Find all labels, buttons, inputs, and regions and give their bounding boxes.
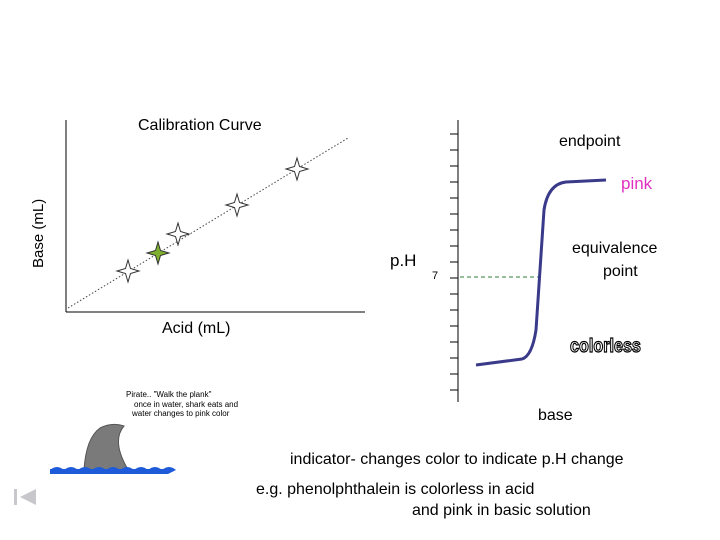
- shark-fin: [83, 423, 131, 473]
- calibration-point: [115, 258, 141, 284]
- example-note-line2: and pink in basic solution: [412, 502, 591, 519]
- pirate-caption-line3: water changes to pink color: [132, 409, 230, 418]
- calibration-y-label: Base (mL): [30, 198, 47, 268]
- calibration-x-label: Acid (mL): [162, 320, 231, 337]
- endpoint-label: endpoint: [559, 133, 621, 150]
- titration-ticks: [450, 133, 458, 391]
- ph-axis-label: p.H: [390, 251, 417, 270]
- equivalence-label-line2: point: [603, 263, 638, 280]
- pirate-caption-line1: Pirate.. "Walk the plank": [126, 390, 212, 399]
- calibration-point: [165, 221, 191, 247]
- calibration-point: [224, 192, 250, 218]
- titration-curve: [475, 178, 607, 367]
- pink-label: pink: [621, 174, 653, 193]
- calibration-point-highlight: [145, 240, 171, 266]
- first-slide-icon: [14, 489, 36, 505]
- ph-seven-tick-label: 7: [432, 270, 439, 282]
- example-note-line1: e.g. phenolphthalein is colorless in aci…: [256, 481, 535, 498]
- calibration-point: [284, 156, 310, 182]
- first-slide-button[interactable]: [12, 486, 38, 508]
- calibration-line: [67, 137, 349, 309]
- colorless-label: colorless: [569, 335, 641, 357]
- base-label: base: [538, 407, 573, 424]
- equivalence-label-line1: equivalence: [572, 240, 658, 257]
- indicator-note: indicator- changes color to indicate p.H…: [290, 451, 624, 468]
- calibration-title: Calibration Curve: [138, 117, 262, 134]
- pirate-caption-line2: once in water, shark eats and: [134, 400, 239, 409]
